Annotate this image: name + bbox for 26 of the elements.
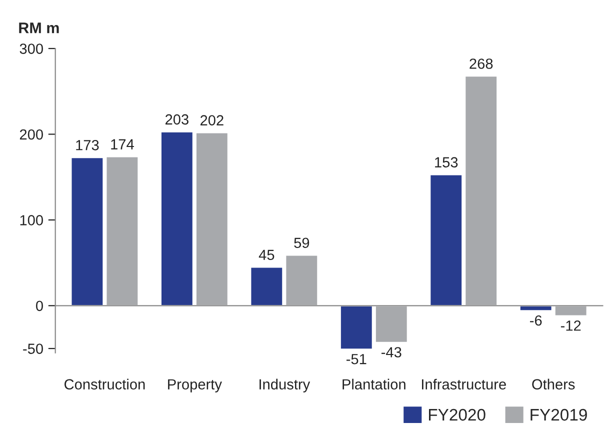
data-label: -43 <box>381 347 402 358</box>
data-label: 153 <box>435 157 458 168</box>
x-tick-label: Construction <box>64 378 145 390</box>
data-label: 203 <box>166 114 188 125</box>
x-tick-label: Industry <box>260 378 310 392</box>
data-label: 202 <box>200 115 224 126</box>
data-label: 59 <box>294 238 310 248</box>
data-label: 268 <box>470 58 493 69</box>
y-axis-title: RM m <box>19 22 59 34</box>
data-label: -6 <box>530 315 542 326</box>
x-tick-label: Others <box>532 378 575 390</box>
data-label: 174 <box>111 139 134 150</box>
data-label: -51 <box>346 354 366 364</box>
data-label: -12 <box>560 320 581 331</box>
x-tick-label: Plantation <box>342 378 406 390</box>
y-tick-label: -50 <box>23 344 43 354</box>
y-tick-label: 200 <box>20 129 43 140</box>
y-tick-label: 100 <box>20 215 43 226</box>
y-tick-label: 300 <box>20 44 43 54</box>
data-label: 45 <box>258 250 274 260</box>
legend-label: FY2020 <box>428 408 486 421</box>
x-tick-label: Property <box>168 379 222 392</box>
y-tick-label: 0 <box>36 300 43 312</box>
x-tick-label: Infrastructure <box>422 378 506 390</box>
legend-label: FY2019 <box>530 408 587 421</box>
data-label: 173 <box>76 140 99 150</box>
